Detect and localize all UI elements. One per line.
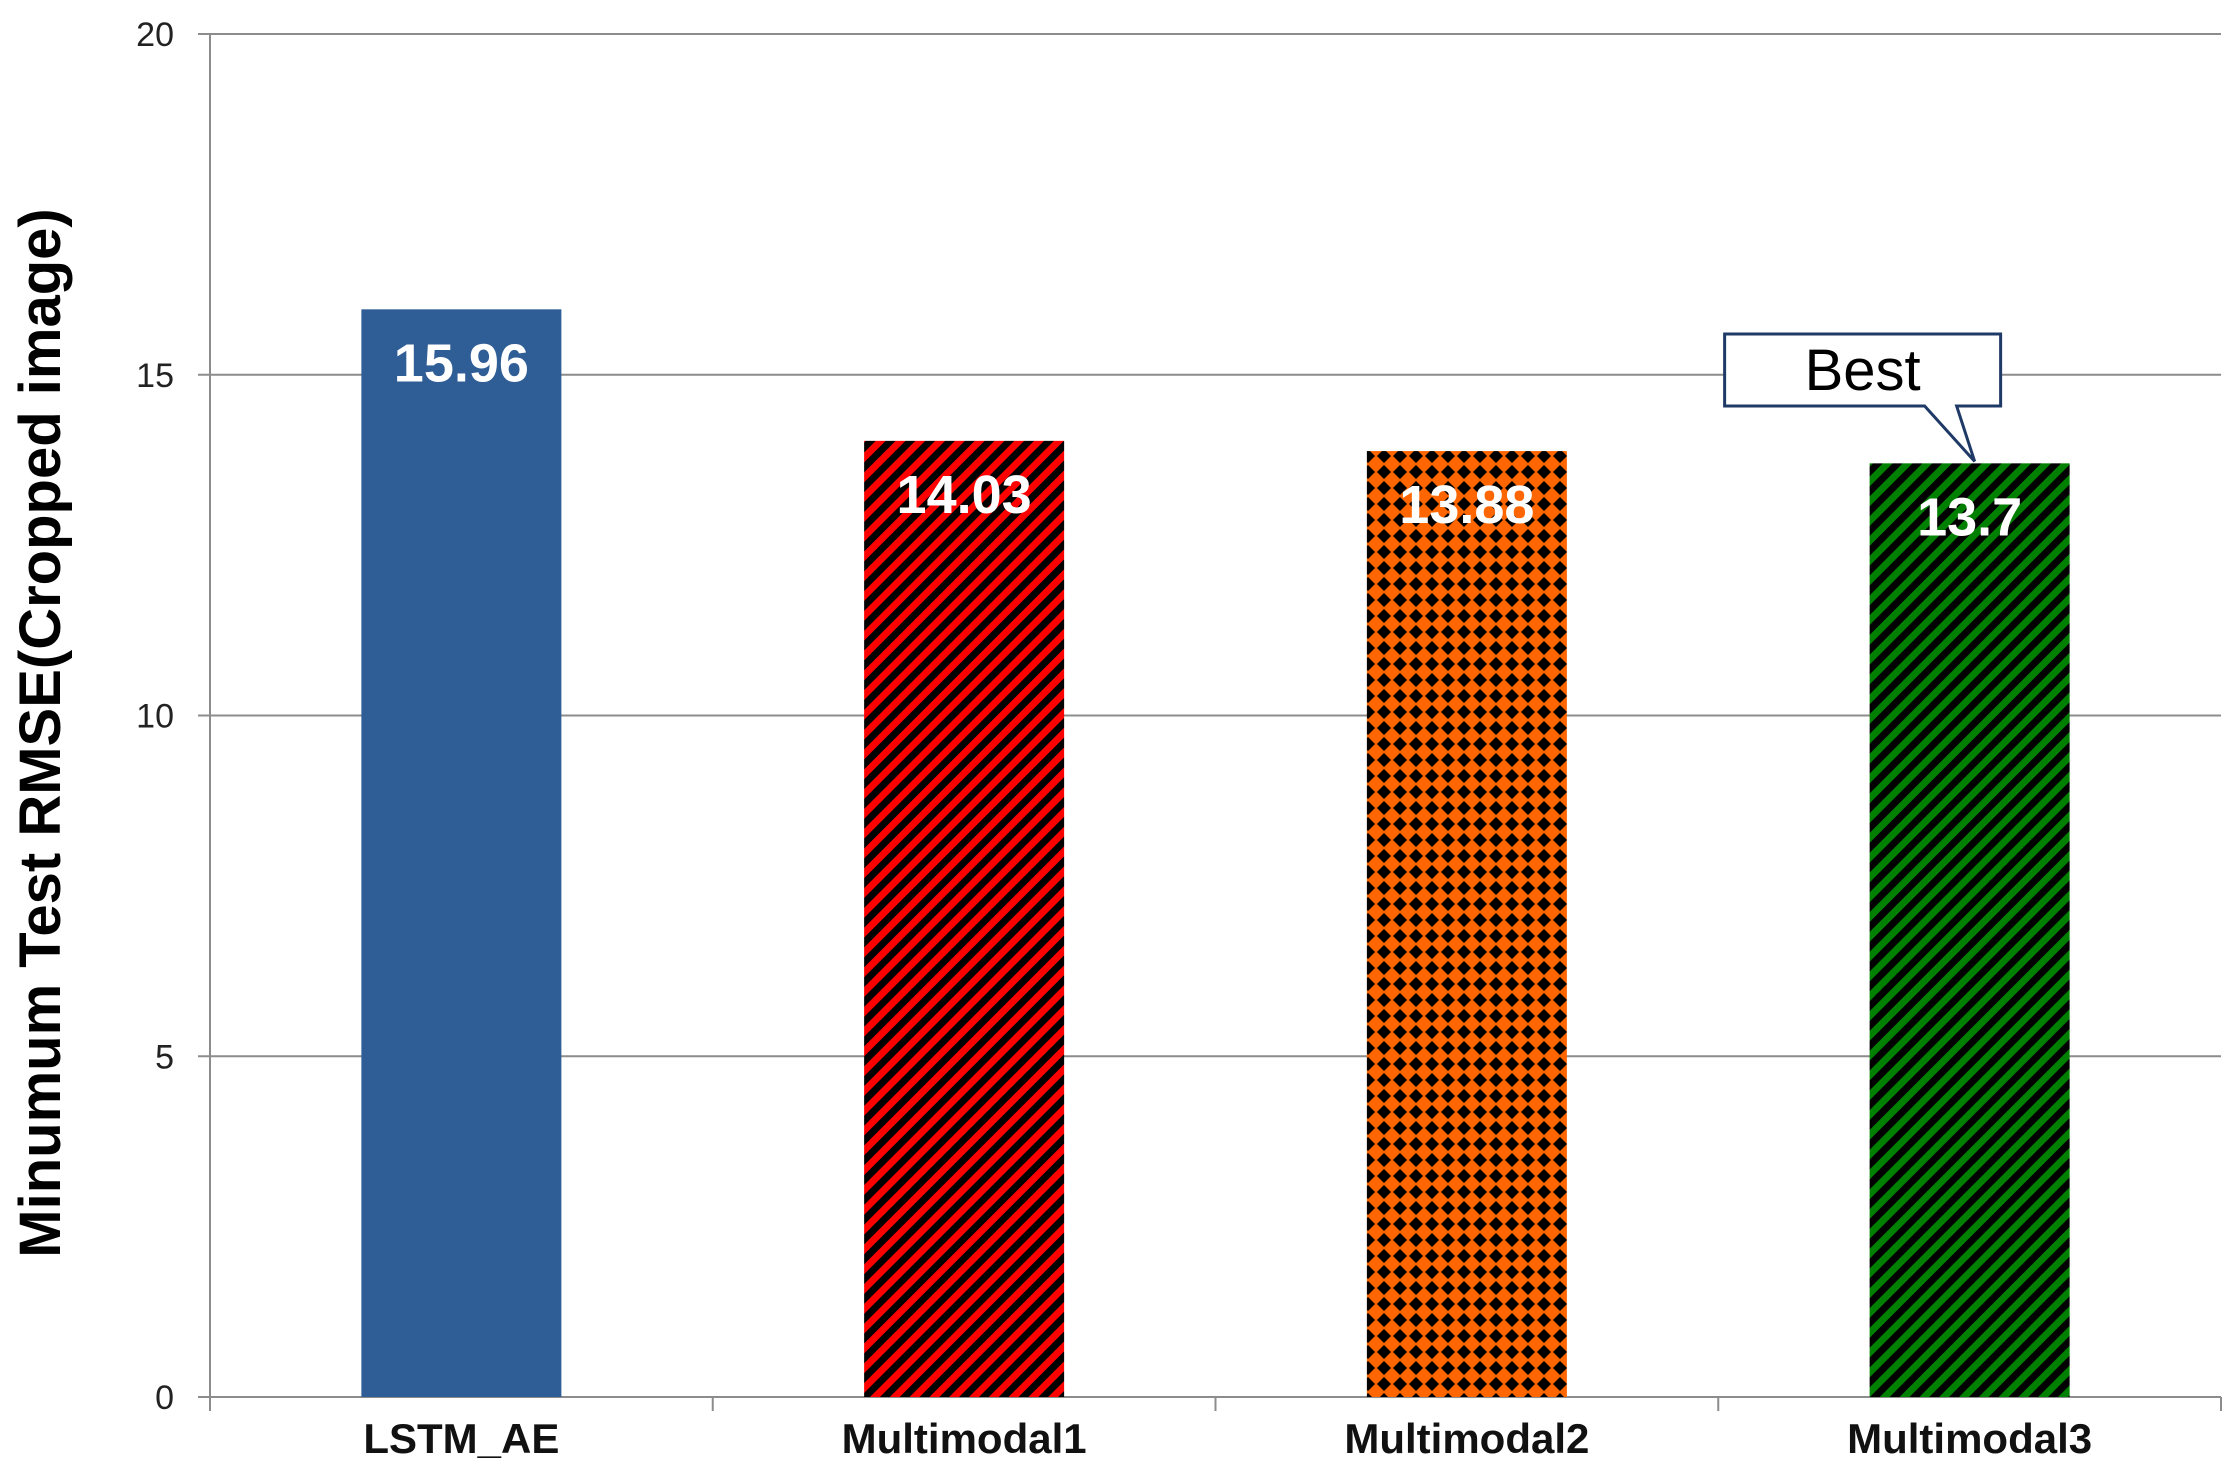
y-tick-label: 0 bbox=[155, 1379, 174, 1417]
x-tick-label: Multimodal1 bbox=[842, 1415, 1087, 1462]
callout-shape bbox=[1723, 332, 2003, 463]
best-callout: Best bbox=[1723, 332, 2003, 463]
data-label: 15.96 bbox=[394, 333, 529, 393]
y-tick-label: 5 bbox=[155, 1038, 174, 1076]
bar-multimodal3 bbox=[1869, 463, 2070, 1398]
y-tick-label: 10 bbox=[136, 698, 174, 736]
data-label: 14.03 bbox=[897, 465, 1032, 525]
data-label: 13.88 bbox=[1399, 475, 1534, 535]
bar-multimodal2 bbox=[1366, 451, 1567, 1397]
bar-lstm-ae bbox=[361, 309, 562, 1398]
bars bbox=[361, 309, 2070, 1398]
y-tick-label: 15 bbox=[136, 357, 174, 395]
y-axis-label: Minumum Test RMSE(Cropped image) bbox=[8, 208, 73, 1257]
x-tick-label: Multimodal3 bbox=[1847, 1415, 2092, 1462]
x-tick-label: LSTM_AE bbox=[363, 1415, 559, 1462]
data-label: 13.7 bbox=[1917, 487, 2022, 547]
labels: 0 5 10 15 20 15.96 LSTM_AE 14.03 Multimodal1 13.8… bbox=[136, 16, 2092, 1462]
bar-multimodal1 bbox=[864, 440, 1065, 1398]
callout-label: Best bbox=[1805, 338, 1921, 403]
x-tick-label: Multimodal2 bbox=[1344, 1415, 1589, 1462]
y-tick-label: 20 bbox=[136, 16, 174, 54]
